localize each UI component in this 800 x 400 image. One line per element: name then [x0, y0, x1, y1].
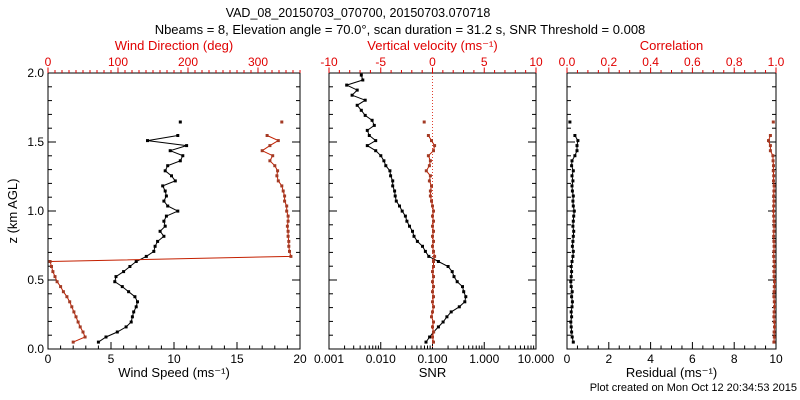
svg-text:10: 10: [769, 352, 783, 366]
svg-text:0: 0: [45, 352, 52, 366]
residual-panel: 0 2 4 6 8 10 0.0 0.2 0.4 0.6 0.8 1.0: [559, 55, 785, 366]
svg-text:0.2: 0.2: [600, 55, 617, 69]
svg-text:0.5: 0.5: [27, 273, 44, 287]
svg-text:2: 2: [605, 352, 612, 366]
svg-text:5: 5: [108, 352, 115, 366]
wind-direction-axis-label: Wind Direction (deg): [114, 38, 234, 53]
svg-text:-10: -10: [320, 55, 338, 69]
svg-text:0.100: 0.100: [417, 352, 447, 366]
svg-text:200: 200: [178, 55, 198, 69]
svg-text:0.0: 0.0: [559, 55, 576, 69]
svg-text:1.0: 1.0: [768, 55, 785, 69]
svg-text:0: 0: [45, 55, 52, 69]
residual-series: [568, 121, 579, 344]
plot-title: VAD_08_20150703_070700, 20150703.070718: [225, 6, 491, 20]
svg-text:6: 6: [689, 352, 696, 366]
svg-text:0.001: 0.001: [314, 352, 344, 366]
svg-text:1.000: 1.000: [469, 352, 499, 366]
wind-panel: 0.00.51.01.52.00 5 10 15 200 100 200 300: [27, 55, 307, 366]
wind-direction-series: [49, 121, 293, 344]
svg-text:10.000: 10.000: [518, 352, 555, 366]
svg-text:4: 4: [647, 352, 654, 366]
wind-speed-axis-label: Wind Speed (ms⁻¹): [118, 365, 230, 380]
wind-speed-series: [97, 121, 188, 344]
svg-text:0.8: 0.8: [726, 55, 743, 69]
snr-panel: 0.001 0.010 0.100 1.000 10.000 -10 -5 0 5 10: [314, 55, 555, 366]
correlation-axis-label: Correlation: [639, 38, 704, 53]
svg-text:5: 5: [481, 55, 488, 69]
svg-text:1.0: 1.0: [27, 204, 44, 218]
svg-text:8: 8: [731, 352, 738, 366]
svg-text:1.5: 1.5: [27, 135, 44, 149]
correlation-series: [767, 121, 776, 344]
snr-axis-label: SNR: [418, 365, 447, 380]
svg-text:0: 0: [564, 352, 571, 366]
residual-axis-label: Residual (ms⁻¹): [625, 365, 718, 380]
svg-text:10: 10: [529, 55, 543, 69]
svg-text:0.4: 0.4: [642, 55, 659, 69]
svg-text:0.6: 0.6: [684, 55, 701, 69]
svg-text:0: 0: [429, 55, 436, 69]
vertical-velocity-series: [423, 121, 436, 344]
svg-text:2.0: 2.0: [27, 66, 44, 80]
svg-text:-5: -5: [375, 55, 386, 69]
snr-series: [345, 73, 468, 344]
svg-text:0.010: 0.010: [366, 352, 396, 366]
svg-text:0.0: 0.0: [27, 342, 44, 356]
svg-text:10: 10: [167, 352, 181, 366]
svg-text:15: 15: [230, 352, 244, 366]
svg-text:300: 300: [248, 55, 268, 69]
vertical-velocity-axis-label: Vertical velocity (ms⁻¹): [367, 38, 498, 53]
plot-subtitle: Nbeams = 8, Elevation angle = 70.0°, sca…: [154, 22, 646, 37]
svg-text:20: 20: [293, 352, 307, 366]
svg-text:100: 100: [108, 55, 128, 69]
footer-timestamp: Plot created on Mon Oct 12 20:34:53 2015: [589, 382, 797, 394]
